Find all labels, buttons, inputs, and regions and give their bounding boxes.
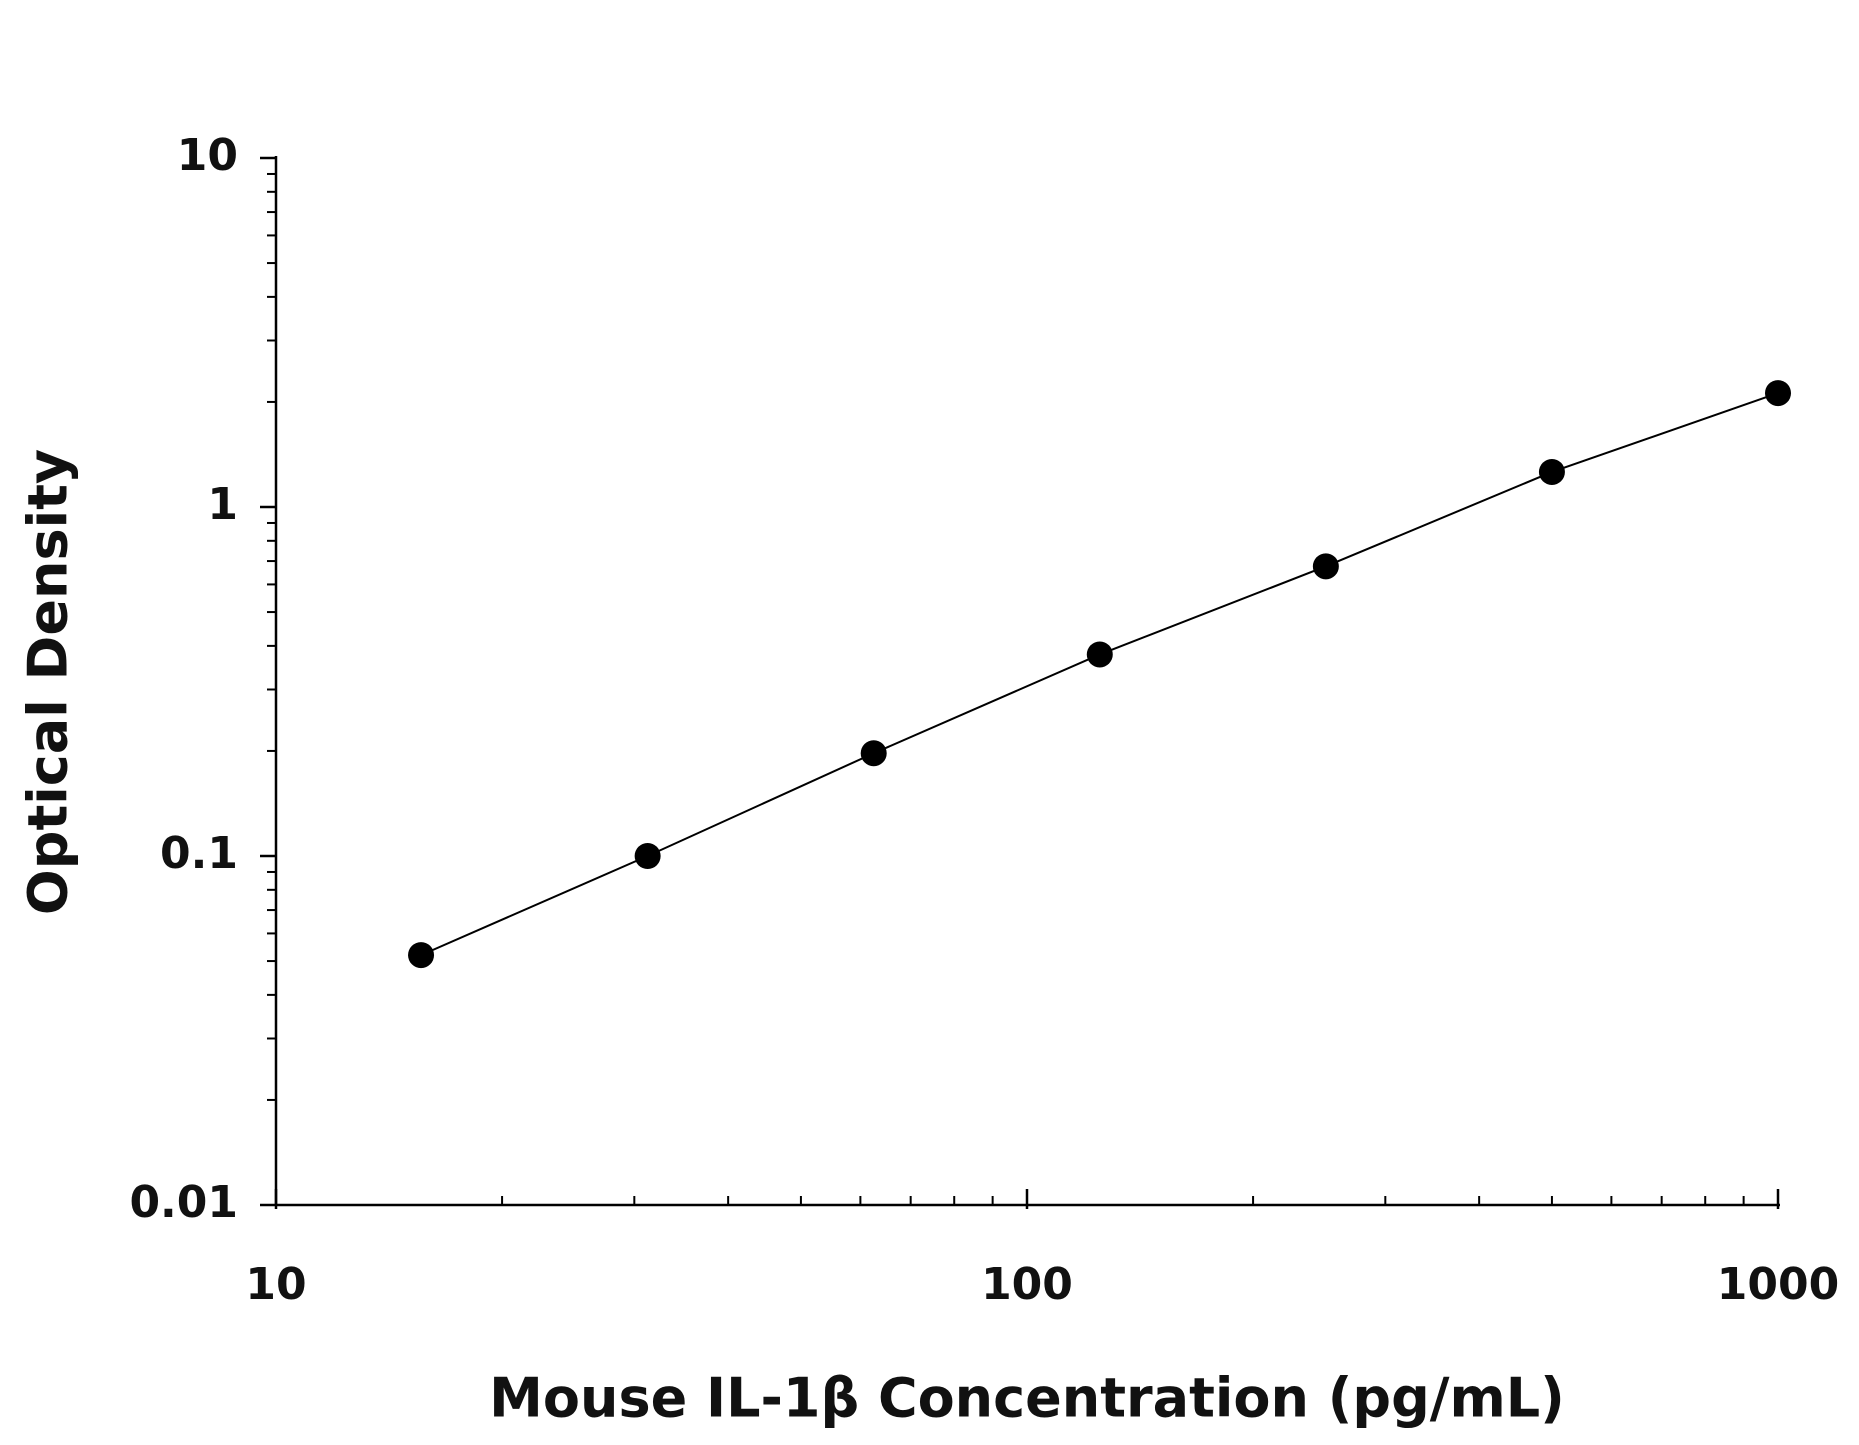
y-axis-title: Optical Density [17, 449, 80, 915]
y-tick-label: 10 [177, 130, 238, 181]
data-point [634, 843, 661, 869]
y-tick-label: 1 [207, 479, 238, 530]
data-point [1538, 458, 1565, 485]
x-tick-label: 10 [245, 1259, 306, 1310]
y-tick-label: 0.1 [160, 828, 238, 879]
data-point [1312, 553, 1339, 580]
x-tick-label: 1000 [1717, 1259, 1839, 1310]
x-tick-label: 100 [981, 1259, 1073, 1310]
data-point [1765, 380, 1791, 407]
data-point [408, 942, 435, 969]
y-tick-label: 0.01 [129, 1177, 238, 1228]
x-axis-title: Mouse IL-1β Concentration (pg/mL) [489, 1367, 1565, 1430]
fit-line [420, 392, 1779, 957]
data-point [1086, 641, 1113, 668]
data-point [860, 740, 887, 767]
